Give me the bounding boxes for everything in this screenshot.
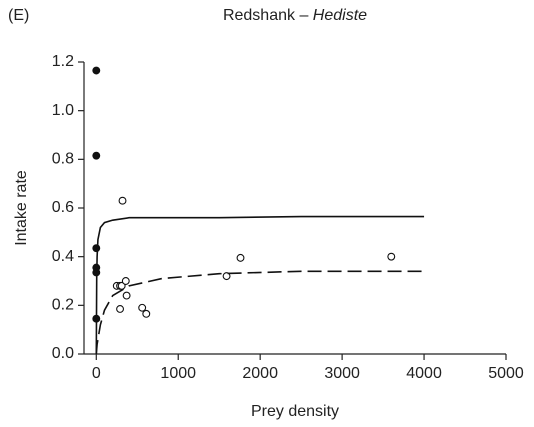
- x-tick-label: 4000: [406, 365, 442, 382]
- filled-point: [92, 66, 101, 75]
- open-point: [138, 303, 147, 312]
- y-tick-label: 0.2: [52, 297, 74, 314]
- title-text: Redshank –: [223, 7, 313, 24]
- filled-point: [92, 151, 101, 160]
- dashed-curve: [95, 270, 425, 355]
- x-axis-label: Prey density: [251, 403, 339, 420]
- open-point: [222, 272, 231, 281]
- y-tick-label: 0.8: [52, 151, 74, 168]
- open-point: [117, 281, 126, 290]
- y-axis-label: Intake rate: [13, 170, 30, 246]
- y-tick-label: 1.2: [52, 53, 74, 70]
- open-point: [118, 196, 127, 205]
- x-tick-label: 0: [92, 365, 101, 382]
- open-point: [122, 291, 131, 300]
- open-point: [116, 305, 125, 313]
- y-tick-label: 0.4: [52, 248, 74, 265]
- y-tick-label: 1.0: [52, 102, 74, 119]
- solid-curve: [95, 215, 425, 355]
- x-tick-label: 3000: [324, 365, 360, 382]
- x-tick-label: 2000: [242, 365, 278, 382]
- open-point: [121, 277, 130, 285]
- open-point: [236, 253, 245, 262]
- panel-label: (E): [8, 7, 29, 24]
- open-point: [387, 252, 396, 261]
- x-tick-label: 1000: [160, 365, 196, 382]
- filled-point: [92, 244, 101, 253]
- y-tick-label: 0.0: [52, 345, 74, 362]
- chart-title: Redshank – Hediste: [223, 7, 367, 24]
- open-point: [142, 309, 151, 318]
- x-tick-label: 5000: [488, 365, 524, 382]
- title-taxon: Hediste: [313, 7, 367, 24]
- y-tick-label: 0.6: [52, 199, 74, 216]
